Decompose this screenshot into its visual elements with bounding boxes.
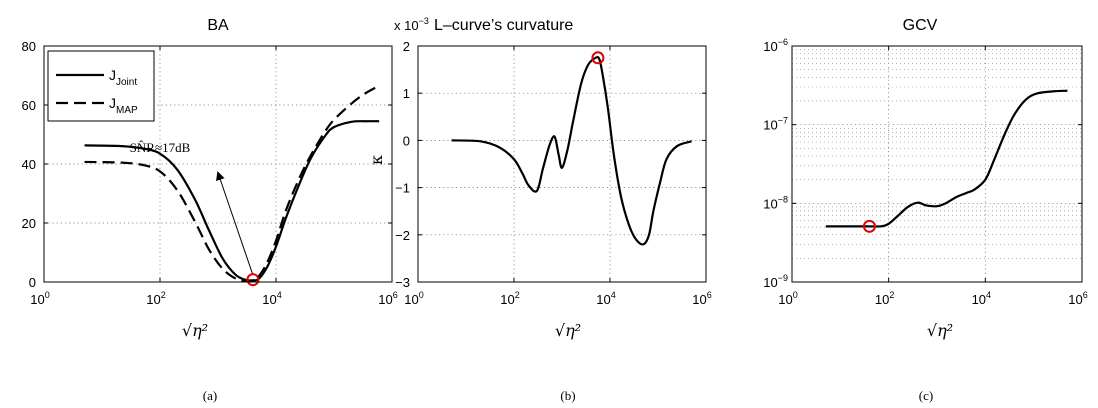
panel-a-annotation: SN̂R≈17dB: [130, 140, 254, 276]
panel-a-marker: [246, 273, 260, 287]
y-tick-label: −1: [395, 181, 410, 196]
panel-b-marker: [591, 51, 605, 65]
y-tick-label: 0: [29, 275, 36, 290]
y-tick-label: 60: [22, 98, 36, 113]
panel-c-grid: [792, 46, 1082, 282]
legend-box: [47, 50, 155, 122]
panel-c: GCV 100 102 104 106 10−9 10−8 10−7 10−6 √η² (c): [763, 17, 1087, 403]
y-tick-label: 20: [22, 216, 36, 231]
x-tick-label: 106: [692, 290, 711, 307]
optimum-marker: [246, 273, 260, 287]
snr-annotation: SN̂R≈17dB: [130, 140, 191, 155]
panel-b-ylabel: κ: [367, 155, 386, 165]
series-line-dashed: [84, 84, 380, 283]
panel-b: x 10−3 L–curve’s curvature 100 102 104 106−…: [367, 16, 712, 403]
panel-c-ticks: 100 102 104 106 10−9 10−8 10−7 10−6: [763, 37, 1087, 307]
y-tick-label: 10−6: [763, 37, 788, 54]
y-tick-label: 80: [22, 39, 36, 54]
panel-a-xlabel: √η²: [182, 321, 208, 340]
x-tick-label: 100: [30, 290, 49, 307]
series-line: [84, 120, 380, 282]
optimum-marker: [862, 219, 876, 233]
x-tick-label: 100: [404, 290, 423, 307]
y-tick-label: −3: [395, 275, 410, 290]
panel-c-frame: [791, 45, 1083, 283]
annotation-arrow: [216, 171, 254, 276]
series-line: [451, 56, 692, 246]
x-tick-label: 104: [972, 290, 991, 307]
panel-c-title: GCV: [903, 17, 938, 34]
y-tick-label: 0: [403, 133, 410, 148]
panel-a-grid: [44, 46, 392, 282]
panel-b-grid: [418, 46, 706, 282]
panel-c-xlabel: √η²: [927, 321, 953, 340]
x-tick-label: 106: [378, 290, 397, 307]
y-tick-label: 10−8: [763, 194, 788, 211]
panel-b-ticks: 100 102 104 106 −3 −2 −1 0 1 2: [395, 39, 712, 307]
panel-c-series: [825, 89, 1068, 228]
y-tick-label: 1: [403, 86, 410, 101]
x-tick-label: 102: [500, 290, 519, 307]
y-tick-label: 10−9: [763, 273, 788, 290]
x-tick-label: 106: [1068, 290, 1087, 307]
x-tick-label: 104: [596, 290, 615, 307]
series-line: [825, 89, 1068, 228]
legend-label-joint: JJoint: [109, 67, 137, 88]
x-tick-label: 104: [262, 290, 281, 307]
y-tick-label: 40: [22, 157, 36, 172]
x-tick-label: 102: [146, 290, 165, 307]
optimum-marker: [591, 51, 605, 65]
panel-a-ticks: 100 102 104 106 0 20 40 60 80: [22, 39, 398, 307]
panel-b-xlabel: √η²: [555, 321, 581, 340]
x-tick-label: 102: [875, 290, 894, 307]
x-tick-label: 100: [778, 290, 797, 307]
panel-b-frame: [417, 45, 707, 283]
caption-b: (b): [560, 388, 575, 403]
panel-b-series: [451, 56, 692, 246]
y-tick-label: 2: [403, 39, 410, 54]
y-tick-label: −2: [395, 228, 410, 243]
caption-a: (a): [203, 388, 217, 403]
panel-b-title: L–curve’s curvature: [434, 17, 573, 34]
caption-c: (c): [919, 388, 933, 403]
panel-a-frame: [43, 45, 393, 283]
legend: JJoint JMAP: [47, 50, 155, 122]
panel-b-scale-note: x 10−3: [394, 16, 429, 33]
panel-a: BA 100 102 104 106 0 20 40 60 80 SN̂R≈17dB JJoin…: [22, 17, 398, 403]
y-tick-label: 10−7: [763, 116, 788, 133]
legend-label-map: JMAP: [109, 95, 138, 116]
panel-a-title: BA: [207, 17, 229, 34]
panel-c-marker: [862, 219, 876, 233]
panel-a-series: [84, 84, 380, 283]
